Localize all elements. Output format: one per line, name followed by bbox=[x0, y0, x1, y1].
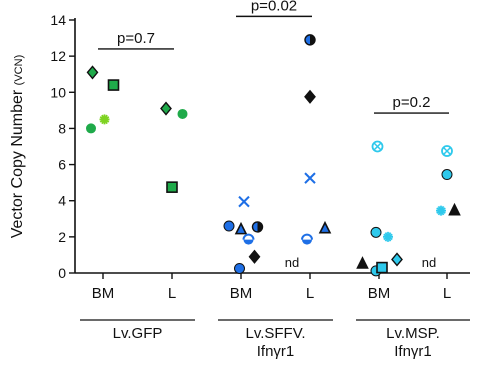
data-point-square bbox=[376, 261, 388, 274]
group-label: Ifnγr1 bbox=[257, 343, 295, 360]
data-point-halfcircle bbox=[304, 34, 316, 46]
data-point-circle bbox=[223, 220, 235, 232]
data-point-square bbox=[107, 79, 120, 91]
y-axis-title-text: Vector Copy Number bbox=[9, 85, 26, 238]
data-point-square bbox=[166, 181, 178, 193]
data-point-diamond bbox=[160, 101, 172, 116]
data-point-semicircle bbox=[301, 233, 313, 245]
data-point-semicircle bbox=[242, 233, 255, 245]
y-tick-label: 10 bbox=[50, 84, 66, 100]
data-point-diamond bbox=[86, 65, 99, 80]
group-label: Lv.GFP bbox=[113, 325, 163, 342]
x-tick-label: L bbox=[443, 285, 451, 302]
x-tick-label: BM bbox=[230, 285, 253, 302]
data-point-circle bbox=[177, 108, 188, 119]
data-point-cross bbox=[304, 172, 316, 184]
data-point-circle bbox=[370, 226, 382, 238]
data-point-halfcircle bbox=[251, 221, 264, 233]
x-tick-label: BM bbox=[92, 285, 115, 302]
group-label: Ifnγr1 bbox=[394, 343, 432, 360]
pvalue-label: p=0.2 bbox=[393, 94, 431, 111]
data-point-crosscircle bbox=[441, 145, 453, 157]
data-point-diamond bbox=[304, 89, 316, 104]
y-tick-label: 2 bbox=[58, 229, 66, 245]
group-label: Lv.MSP. bbox=[386, 325, 440, 342]
nd-annotation: nd bbox=[285, 255, 299, 270]
y-axis-title-unit: (VCN) bbox=[13, 55, 25, 86]
x-tick-label: BM bbox=[368, 285, 391, 302]
x-tick-label: L bbox=[168, 285, 176, 302]
y-tick-label: 14 bbox=[50, 12, 66, 28]
data-point-crosscircle bbox=[371, 140, 384, 153]
pvalue-label: p=0.7 bbox=[117, 30, 155, 47]
axes: 0 2 4 6 8 10 12 14 BM L BM L BM L bbox=[50, 12, 470, 302]
y-tick-label: 12 bbox=[50, 48, 66, 64]
pvalue-label: p=0.02 bbox=[251, 0, 297, 14]
data-point-triangle bbox=[318, 220, 332, 234]
x-tick-label: L bbox=[306, 285, 314, 302]
y-tick-label: 4 bbox=[58, 193, 66, 209]
y-tick-label: 0 bbox=[58, 265, 66, 281]
data-point-diamond bbox=[248, 249, 261, 264]
data-points bbox=[86, 34, 461, 277]
y-tick-label: 6 bbox=[58, 157, 66, 173]
data-point-diamond bbox=[391, 252, 403, 267]
y-tick-label: 8 bbox=[58, 120, 66, 136]
data-point-circle bbox=[86, 123, 96, 134]
data-point-star bbox=[383, 231, 393, 242]
data-point-star bbox=[99, 114, 110, 125]
data-point-circle bbox=[234, 262, 245, 274]
nd-annotation: nd bbox=[422, 255, 436, 270]
data-point-circle bbox=[441, 169, 453, 181]
data-point-triangle bbox=[356, 256, 369, 269]
y-axis-title: Vector Copy Number (VCN) bbox=[9, 55, 26, 239]
data-point-star bbox=[436, 205, 446, 216]
data-point-triangle bbox=[234, 221, 248, 235]
chart-labels: Vector Copy Number (VCN)Lv.GFP Lv.SFFV.If… bbox=[9, 0, 470, 360]
data-point-cross bbox=[238, 195, 250, 208]
data-point-triangle bbox=[448, 202, 461, 216]
group-label: Lv.SFFV. bbox=[245, 325, 305, 342]
